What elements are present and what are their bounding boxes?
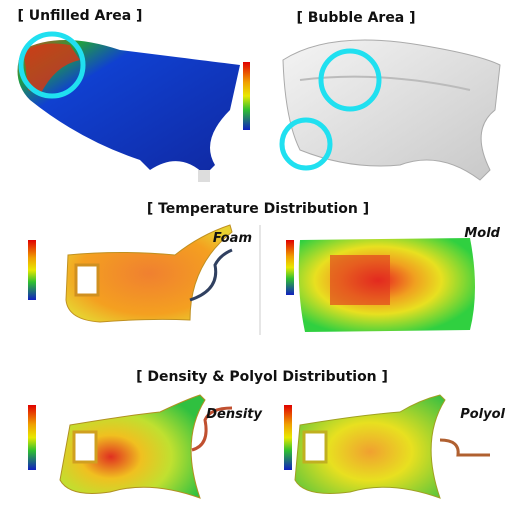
bubble-image xyxy=(282,40,500,180)
density-image xyxy=(28,395,232,498)
polyol-image xyxy=(284,395,490,498)
temperature-mold-image xyxy=(286,238,475,332)
panel-label: Polyol xyxy=(460,407,505,422)
unfilled-image xyxy=(18,34,251,182)
figure: [ Unfilled Area ] [ Bubble Area ] [ Temp… xyxy=(0,0,512,509)
section-title: [ Unfilled Area ] xyxy=(18,8,143,24)
section-title: [ Temperature Distribution ] xyxy=(147,201,369,217)
section-title: [ Density & Polyol Distribution ] xyxy=(136,369,388,385)
panel-label: Mold xyxy=(464,226,500,241)
section-title: [ Bubble Area ] xyxy=(296,10,415,26)
panel-label: Density xyxy=(206,407,262,422)
panel-label: Foam xyxy=(213,231,252,246)
